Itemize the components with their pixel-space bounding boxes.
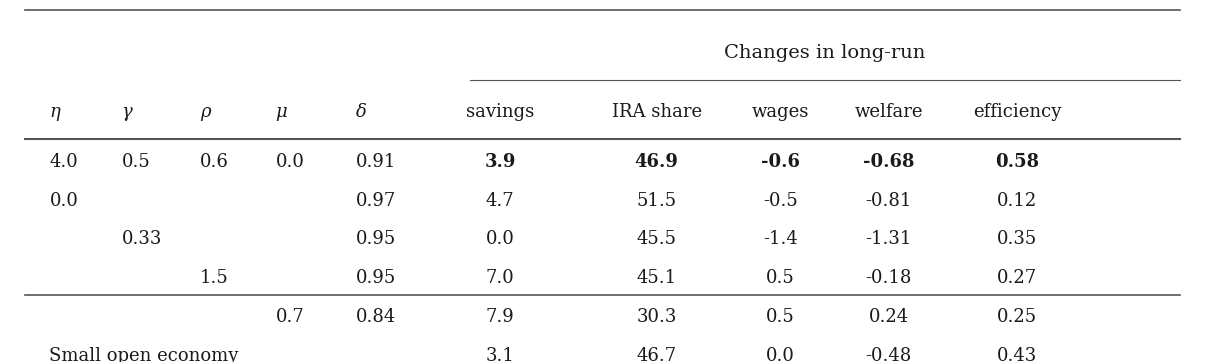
Text: -0.48: -0.48	[865, 347, 912, 362]
Text: 0.27: 0.27	[998, 269, 1038, 287]
Text: 0.95: 0.95	[355, 231, 396, 248]
Text: -0.5: -0.5	[763, 191, 798, 210]
Text: 0.33: 0.33	[122, 231, 161, 248]
Text: 0.35: 0.35	[998, 231, 1038, 248]
Text: Changes in long-run: Changes in long-run	[724, 44, 925, 62]
Text: 0.0: 0.0	[766, 347, 795, 362]
Text: IRA share: IRA share	[611, 103, 701, 121]
Text: 46.7: 46.7	[636, 347, 677, 362]
Text: 0.0: 0.0	[486, 231, 515, 248]
Text: efficiency: efficiency	[974, 103, 1062, 121]
Text: 30.3: 30.3	[636, 308, 677, 326]
Text: δ: δ	[355, 103, 366, 121]
Text: 0.25: 0.25	[998, 308, 1038, 326]
Text: 3.1: 3.1	[486, 347, 515, 362]
Text: γ: γ	[122, 103, 133, 121]
Text: 7.9: 7.9	[486, 308, 515, 326]
Text: savings: savings	[466, 103, 535, 121]
Text: 3.9: 3.9	[484, 153, 516, 171]
Text: 45.5: 45.5	[636, 231, 676, 248]
Text: -0.6: -0.6	[760, 153, 800, 171]
Text: 0.0: 0.0	[49, 191, 78, 210]
Text: 0.97: 0.97	[355, 191, 396, 210]
Text: Small open economy: Small open economy	[49, 347, 239, 362]
Text: 0.24: 0.24	[869, 308, 909, 326]
Text: 0.58: 0.58	[995, 153, 1040, 171]
Text: wages: wages	[752, 103, 809, 121]
Text: 0.5: 0.5	[766, 269, 795, 287]
Text: 51.5: 51.5	[636, 191, 677, 210]
Text: 7.0: 7.0	[486, 269, 515, 287]
Text: 0.95: 0.95	[355, 269, 396, 287]
Text: η: η	[49, 103, 60, 121]
Text: 0.5: 0.5	[122, 153, 151, 171]
Text: 0.84: 0.84	[355, 308, 396, 326]
Text: 0.0: 0.0	[276, 153, 305, 171]
Text: 4.7: 4.7	[486, 191, 515, 210]
Text: μ: μ	[276, 103, 287, 121]
Text: -1.31: -1.31	[865, 231, 912, 248]
Text: ρ: ρ	[200, 103, 211, 121]
Text: 45.1: 45.1	[636, 269, 677, 287]
Text: 0.5: 0.5	[766, 308, 795, 326]
Text: 0.91: 0.91	[355, 153, 396, 171]
Text: 46.9: 46.9	[635, 153, 678, 171]
Text: 0.6: 0.6	[200, 153, 229, 171]
Text: -0.81: -0.81	[865, 191, 912, 210]
Text: 0.43: 0.43	[998, 347, 1038, 362]
Text: 0.7: 0.7	[276, 308, 304, 326]
Text: 4.0: 4.0	[49, 153, 78, 171]
Text: -0.68: -0.68	[863, 153, 915, 171]
Text: 0.12: 0.12	[998, 191, 1038, 210]
Text: -1.4: -1.4	[763, 231, 798, 248]
Text: -0.18: -0.18	[865, 269, 912, 287]
Text: welfare: welfare	[854, 103, 923, 121]
Text: 1.5: 1.5	[200, 269, 229, 287]
